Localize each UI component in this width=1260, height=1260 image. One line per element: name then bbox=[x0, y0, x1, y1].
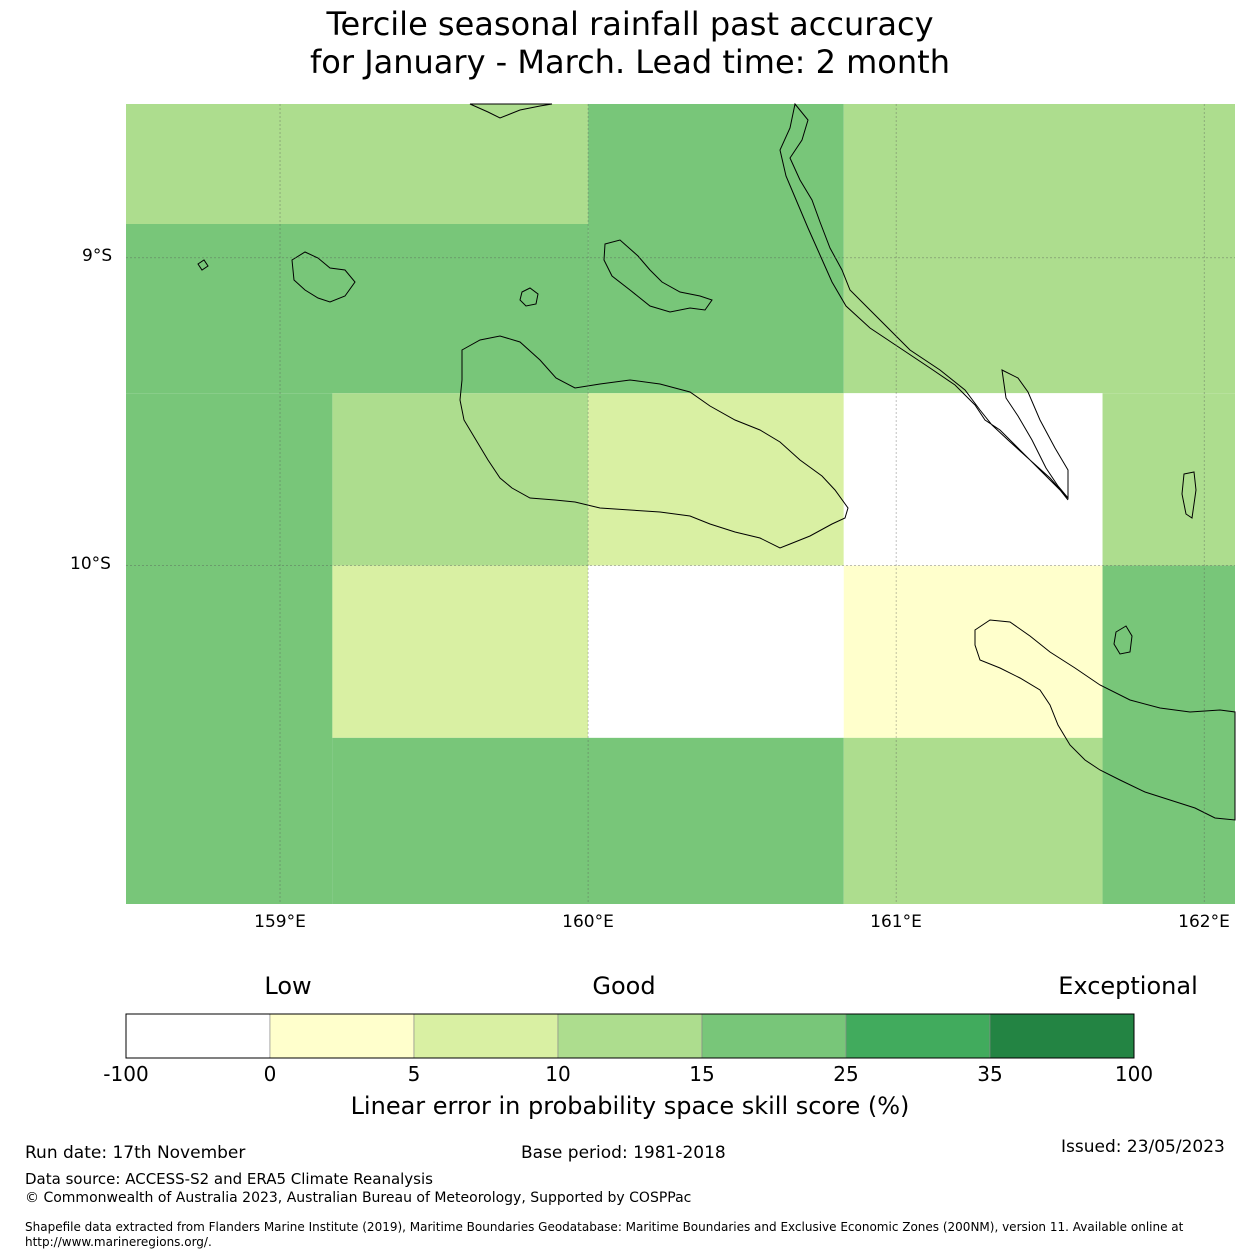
colorbar-tick: 25 bbox=[833, 1062, 859, 1086]
coastline-savo bbox=[519, 287, 539, 307]
coastline-makira bbox=[974, 619, 1236, 821]
grid-cell-1 bbox=[588, 104, 844, 394]
grid-cell-10 bbox=[588, 565, 844, 738]
category-exceptional: Exceptional bbox=[1058, 972, 1198, 1000]
lon-label-162e: 162°E bbox=[1178, 912, 1230, 932]
grid-cell-3 bbox=[126, 224, 589, 394]
coastline-nggela bbox=[603, 239, 713, 313]
coastline-isabel bbox=[469, 103, 553, 119]
grid-cell-8 bbox=[1102, 393, 1235, 566]
grid-cell-0 bbox=[126, 104, 589, 224]
lon-label-161e: 161°E bbox=[870, 912, 922, 932]
colorbar-tick: 0 bbox=[263, 1062, 277, 1086]
grid-cell-12 bbox=[1102, 565, 1235, 904]
colorbar-title: Linear error in probability space skill … bbox=[350, 1092, 910, 1120]
issued-date: Issued: 23/05/2023 bbox=[1061, 1137, 1225, 1157]
graticule bbox=[126, 104, 1235, 904]
coastline-guadalcanal bbox=[459, 335, 849, 549]
coastlines bbox=[197, 102, 1236, 821]
skill-grid bbox=[126, 104, 1235, 904]
grid-cell-6 bbox=[588, 393, 844, 566]
run-date: Run date: 17th November bbox=[25, 1143, 246, 1163]
colorbar-tick: 35 bbox=[977, 1062, 1003, 1086]
lon-label-160e: 160°E bbox=[562, 912, 614, 932]
coastline-ulawa bbox=[1113, 625, 1133, 655]
colorbar-segment bbox=[557, 1013, 703, 1059]
base-period: Base period: 1981-2018 bbox=[521, 1143, 726, 1163]
colorbar-tick: -100 bbox=[103, 1062, 149, 1086]
colorbar-tick: 10 bbox=[545, 1062, 571, 1086]
copyright: © Commonwealth of Australia 2023, Austra… bbox=[25, 1190, 692, 1206]
colorbar-segment bbox=[269, 1013, 415, 1059]
colorbar-segment bbox=[989, 1013, 1135, 1059]
colorbar-segment bbox=[845, 1013, 991, 1059]
category-good: Good bbox=[592, 972, 656, 1000]
grid-cell-2 bbox=[843, 104, 1235, 394]
shapefile-credit: Shapefile data extracted from Flanders M… bbox=[25, 1220, 1184, 1249]
category-low: Low bbox=[264, 972, 312, 1000]
grid-cell-4 bbox=[126, 393, 333, 904]
colorbar-segment bbox=[701, 1013, 847, 1059]
lat-label-10s: 10°S bbox=[70, 554, 111, 574]
lat-label-9s: 9°S bbox=[82, 246, 113, 266]
colorbar-segment bbox=[125, 1013, 271, 1059]
data-source: Data source: ACCESS-S2 and ERA5 Climate … bbox=[25, 1170, 433, 1188]
grid-cell-7 bbox=[843, 393, 1103, 566]
grid-cell-5 bbox=[332, 393, 589, 566]
grid-cell-14 bbox=[843, 737, 1103, 904]
colorbar-segment bbox=[413, 1013, 559, 1059]
chart-title-line-2: for January - March. Lead time: 2 month bbox=[310, 43, 950, 81]
coastline-small-malaita bbox=[1001, 369, 1069, 500]
lon-label-159e: 159°E bbox=[254, 912, 306, 932]
chart-title-line-1: Tercile seasonal rainfall past accuracy bbox=[326, 5, 934, 43]
grid-cell-9 bbox=[332, 565, 589, 738]
colorbar-tick: 15 bbox=[689, 1062, 715, 1086]
grid-cell-11 bbox=[843, 565, 1103, 738]
colorbar bbox=[125, 1013, 1135, 1059]
colorbar-tick: 100 bbox=[1114, 1062, 1154, 1086]
colorbar-tick: 5 bbox=[407, 1062, 421, 1086]
coastline-islet-west bbox=[197, 259, 209, 271]
colorbar-frame bbox=[125, 1013, 1135, 1059]
coastline-islet-east bbox=[1181, 471, 1197, 519]
coastline-russell bbox=[291, 251, 356, 303]
